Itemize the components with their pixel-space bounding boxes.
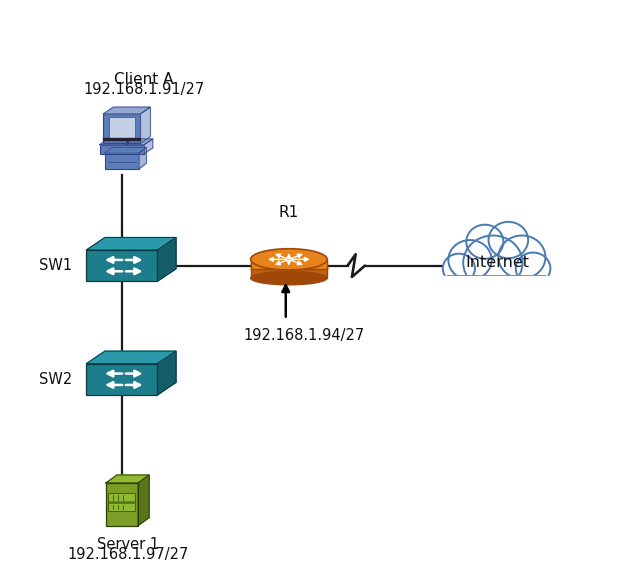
Circle shape: [516, 252, 550, 284]
Polygon shape: [158, 351, 176, 395]
Circle shape: [466, 225, 504, 259]
Polygon shape: [103, 138, 140, 140]
Text: Server 1: Server 1: [97, 537, 159, 552]
Polygon shape: [440, 276, 553, 290]
Text: 192.168.1.94/27: 192.168.1.94/27: [243, 328, 365, 343]
Polygon shape: [250, 260, 327, 270]
Polygon shape: [86, 250, 158, 282]
Polygon shape: [105, 147, 147, 153]
Ellipse shape: [250, 249, 327, 270]
Text: 192.168.1.97/27: 192.168.1.97/27: [68, 547, 189, 562]
Circle shape: [499, 235, 545, 279]
Polygon shape: [106, 475, 149, 483]
Text: 192.168.1.91/27: 192.168.1.91/27: [83, 82, 204, 97]
Text: Client A: Client A: [114, 71, 173, 87]
Circle shape: [489, 222, 528, 258]
Polygon shape: [144, 139, 153, 154]
Ellipse shape: [250, 271, 327, 285]
Text: Internet: Internet: [465, 255, 529, 270]
FancyBboxPatch shape: [108, 503, 135, 512]
Polygon shape: [138, 475, 149, 525]
Polygon shape: [86, 351, 176, 364]
Circle shape: [448, 240, 492, 280]
Polygon shape: [106, 483, 138, 525]
Polygon shape: [86, 238, 176, 250]
Polygon shape: [86, 364, 158, 395]
Text: SW2: SW2: [39, 372, 73, 387]
Text: SW1: SW1: [39, 258, 73, 273]
Polygon shape: [250, 262, 327, 278]
FancyBboxPatch shape: [100, 144, 144, 154]
Polygon shape: [443, 270, 550, 287]
FancyBboxPatch shape: [103, 114, 140, 143]
Polygon shape: [139, 147, 147, 169]
Polygon shape: [158, 238, 176, 282]
Polygon shape: [103, 107, 150, 114]
Polygon shape: [100, 139, 153, 144]
Circle shape: [463, 235, 522, 290]
FancyBboxPatch shape: [109, 118, 135, 138]
Polygon shape: [140, 107, 150, 143]
FancyBboxPatch shape: [108, 493, 135, 502]
Text: R1: R1: [279, 205, 299, 220]
FancyBboxPatch shape: [105, 153, 139, 169]
Circle shape: [443, 254, 475, 283]
